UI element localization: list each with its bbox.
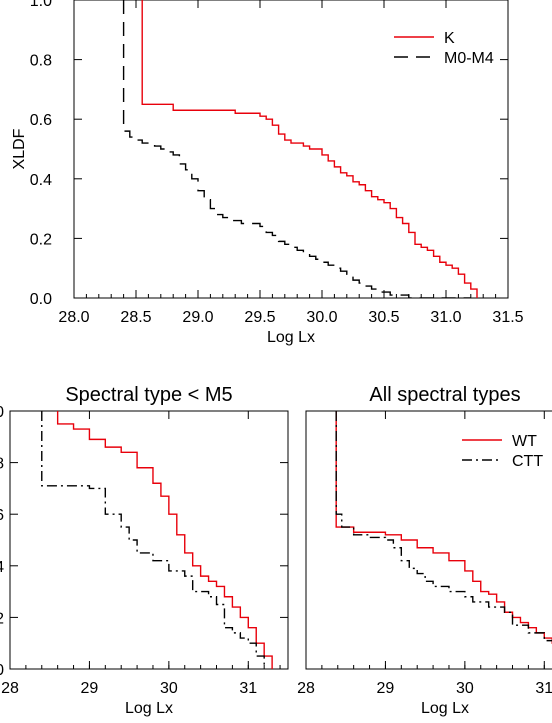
x-tick-label: 30 [160,680,178,697]
plot-frame [305,410,552,670]
chart-title: Spectral type < M5 [65,384,232,406]
y-tick-label: 4 [0,559,4,576]
x-tick-label: 31 [239,680,257,697]
x-tick-label: 28.0 [58,309,89,326]
x-axis-title: Log Lx [267,329,315,346]
series-line-wt [335,411,552,644]
chart-title: All spectral types [369,384,520,406]
x-tick-label: 30.0 [306,309,337,326]
plot-frame [9,410,289,670]
x-tick-label: 29.0 [182,309,213,326]
y-tick-label: 0.6 [30,112,52,129]
x-tick-label: 29 [377,680,395,697]
x-axis-title: Log Lx [421,700,469,717]
y-tick-label: 1.0 [30,0,52,10]
y-tick-label: 0 [0,662,4,679]
x-tick-label: 28.5 [120,309,151,326]
y-tick-label: 0.4 [30,172,52,189]
y-axis-title: XLDF [11,128,28,169]
x-tick-label: 30 [456,680,474,697]
y-tick-label: 8 [0,456,4,473]
bottom-left-chart-panel: 28 29 30 31 0 2 4 6 8 0 Spectral type < M5 Log Lx [0,384,289,717]
bottom-right-chart-panel: 28 29 30 31 All spectral types Log Lx WT CTT [297,384,552,717]
y-tick-label: 0.8 [30,53,52,70]
legend-label: WT [512,433,537,450]
y-tick-label: 6 [0,507,4,524]
y-tick-label: 0.2 [30,231,52,248]
legend-label: CTT [512,453,543,470]
legend-label: K [444,30,455,47]
y-tick-label: 2 [0,610,4,627]
legend-label: M0-M4 [444,50,494,67]
y-tick-label: 0 [0,404,4,421]
y-tick-label: 0.0 [30,291,52,308]
x-tick-label: 30.5 [368,309,399,326]
x-tick-label: 31 [535,680,552,697]
x-tick-label: 29 [81,680,99,697]
x-axis-title: Log Lx [125,700,173,717]
series-line-m0-m4 [122,0,471,298]
x-tick-label: 31.0 [430,309,461,326]
series-line-black [41,411,265,669]
series-line-k [141,0,478,298]
x-tick-label: 28 [1,680,19,697]
series-line-ctt [335,411,552,642]
top-chart-panel: 28.0 28.5 29.0 29.5 30.0 30.5 31.0 31.5 0.0 0.2 0.… [11,0,524,346]
plot-frame [73,0,509,299]
x-tick-label: 28 [297,680,315,697]
x-tick-label: 31.5 [492,309,523,326]
series-line-red [56,411,273,669]
x-tick-label: 29.5 [244,309,275,326]
